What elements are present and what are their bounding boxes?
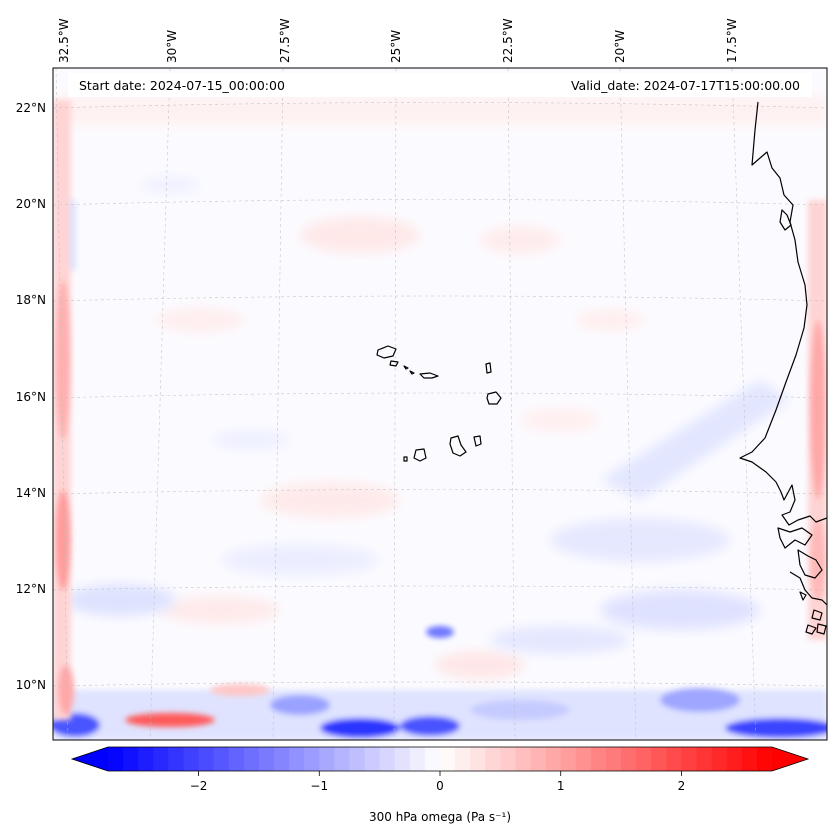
- start-date-label: Start date: 2024-07-15_00:00:00: [79, 78, 285, 93]
- colorbar-segment: [349, 747, 366, 771]
- colorbar-segment: [756, 747, 773, 771]
- lon-labels: 32.5°W 30°W 27.5°W 25°W 22.5°W 20°W 17.5…: [57, 18, 739, 63]
- lon-label: 27.5°W: [278, 18, 292, 63]
- lat-label: 12°N: [16, 582, 46, 596]
- colorbar-segment: [500, 747, 517, 771]
- colorbar-segment: [530, 747, 547, 771]
- colorbar-segment: [515, 747, 532, 771]
- colorbar-segment: [545, 747, 562, 771]
- colorbar-segment: [590, 747, 607, 771]
- colorbar-segment: [364, 747, 381, 771]
- colorbar-segment: [470, 747, 486, 771]
- lat-labels: 22°N 20°N 18°N 16°N 14°N 12°N 10°N: [16, 101, 46, 692]
- colorbar-gradient: [108, 747, 773, 771]
- colorbar-tick-label: −1: [310, 779, 328, 793]
- colorbar-segment: [138, 747, 154, 771]
- colorbar-tick-label: 2: [678, 779, 686, 793]
- lon-label: 20°W: [613, 30, 627, 63]
- colorbar-ticks: −2 −1 0 1 2: [190, 771, 686, 793]
- map-background: [53, 68, 827, 740]
- lon-label: 25°W: [389, 30, 403, 63]
- lon-label: 32.5°W: [57, 18, 71, 63]
- lat-label: 10°N: [16, 678, 46, 692]
- lat-label: 18°N: [16, 293, 46, 307]
- colorbar-segment: [440, 747, 456, 771]
- african-coast: [739, 101, 827, 526]
- colorbar-outline: [70, 746, 810, 772]
- colorbar-segment: [243, 747, 260, 771]
- colorbar-segment: [636, 747, 652, 771]
- lon-label: 30°W: [165, 30, 179, 63]
- colorbar-segment: [304, 747, 320, 771]
- cape-verde-islands: [376, 345, 502, 462]
- colorbar-tick-label: −2: [190, 779, 208, 793]
- colorbar-label: 300 hPa omega (Pa s⁻¹): [369, 810, 511, 824]
- colorbar-segment: [696, 747, 713, 771]
- colorbar-segment: [726, 747, 743, 771]
- colorbar-extend-high: [772, 747, 808, 771]
- colorbar-extend-low: [72, 747, 108, 771]
- colorbar-segment: [424, 747, 441, 771]
- colorbar-segment: [379, 747, 396, 771]
- colorbar-segment: [606, 747, 622, 771]
- colorbar-segment: [198, 747, 215, 771]
- colorbar-segment: [741, 747, 758, 771]
- lat-label: 14°N: [16, 486, 46, 500]
- lat-label: 16°N: [16, 390, 46, 404]
- colorbar-segment: [711, 747, 728, 771]
- colorbar-segment: [274, 747, 290, 771]
- colorbar-segment: [621, 747, 637, 771]
- colorbar-segment: [455, 747, 471, 771]
- colorbar-segment: [560, 747, 577, 771]
- colorbar-segment: [123, 747, 139, 771]
- omega-field: [53, 95, 827, 740]
- colorbar-tick-label: 1: [557, 779, 565, 793]
- colorbar-segment: [183, 747, 200, 771]
- colorbar-segment: [153, 747, 169, 771]
- colorbar-segment: [681, 747, 698, 771]
- colorbar-segment: [575, 747, 592, 771]
- colorbar: −2 −1 0 1 2 300 hPa omega (Pa s⁻¹): [70, 746, 810, 824]
- colorbar-segment: [485, 747, 501, 771]
- colorbar-segment: [334, 747, 351, 771]
- lat-label: 20°N: [16, 197, 46, 211]
- colorbar-segment: [409, 747, 426, 771]
- colorbar-segment: [289, 747, 305, 771]
- colorbar-tick-label: 0: [436, 779, 444, 793]
- colorbar-segment: [213, 747, 230, 771]
- lon-label: 22.5°W: [501, 18, 515, 63]
- colorbar-segment: [651, 747, 667, 771]
- colorbar-segment: [108, 747, 124, 771]
- colorbar-segment: [228, 747, 245, 771]
- map-frame: [52, 67, 828, 741]
- colorbar-segment: [394, 747, 411, 771]
- valid-date-label: Valid_date: 2024-07-17T15:00:00.00: [571, 78, 800, 93]
- graticule: [53, 68, 827, 740]
- lat-label: 22°N: [16, 101, 46, 115]
- map-panel: Start date: 2024-07-15_00:00:00 Valid_da…: [52, 67, 828, 741]
- header-box: [68, 73, 812, 97]
- colorbar-segment: [666, 747, 683, 771]
- lon-label: 17.5°W: [725, 18, 739, 63]
- coastline: [376, 101, 827, 635]
- colorbar-segment: [319, 747, 335, 771]
- colorbar-segment: [168, 747, 185, 771]
- colorbar-segment: [258, 747, 275, 771]
